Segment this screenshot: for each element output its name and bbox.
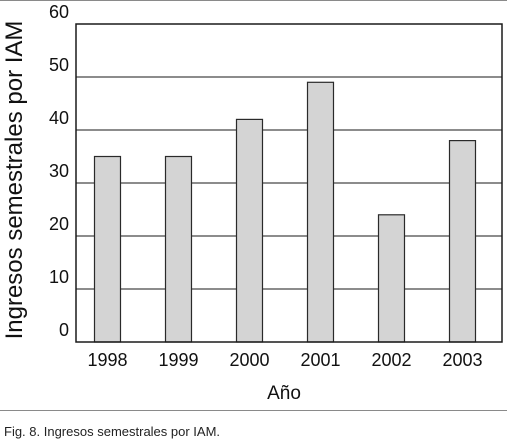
y-tick-label: 30 [49, 161, 69, 181]
bar-2001 [306, 81, 335, 343]
x-tick-labels: 1998 1999 2000 2001 2002 2003 [87, 350, 482, 370]
x-tick-label: 2001 [300, 350, 340, 370]
y-tick-label: 20 [49, 214, 69, 234]
y-tick-labels: 0 10 20 30 40 50 60 [49, 2, 69, 340]
top-rule [0, 0, 507, 1]
figure-caption: Fig. 8. Ingresos semestrales por IAM. [4, 424, 221, 439]
bar-1999 [164, 155, 193, 343]
bar-1998 [93, 155, 122, 343]
x-tick-label: 2000 [229, 350, 269, 370]
bar-2002 [377, 214, 406, 343]
grid-lines [76, 76, 502, 290]
y-tick-label: 0 [59, 320, 69, 340]
x-tick-label: 1999 [158, 350, 198, 370]
bars [93, 81, 477, 343]
bar-chart: 0 10 20 30 40 50 60 1998 1999 2000 2001 2002 2003 A… [1, 2, 503, 404]
y-axis-label: Ingresos semestrales por IAM [1, 21, 28, 340]
y-tick-label: 60 [49, 2, 69, 22]
x-tick-label: 1998 [87, 350, 127, 370]
plot-frame [75, 23, 503, 343]
caption-rule [0, 410, 507, 411]
y-tick-label: 10 [49, 267, 69, 287]
x-tick-label: 2002 [371, 350, 411, 370]
y-tick-label: 50 [49, 55, 69, 75]
bar-2000 [235, 118, 264, 343]
x-tick-label: 2003 [442, 350, 482, 370]
y-tick-label: 40 [49, 108, 69, 128]
bar-2003 [448, 140, 477, 343]
x-axis-label: Año [267, 383, 301, 404]
